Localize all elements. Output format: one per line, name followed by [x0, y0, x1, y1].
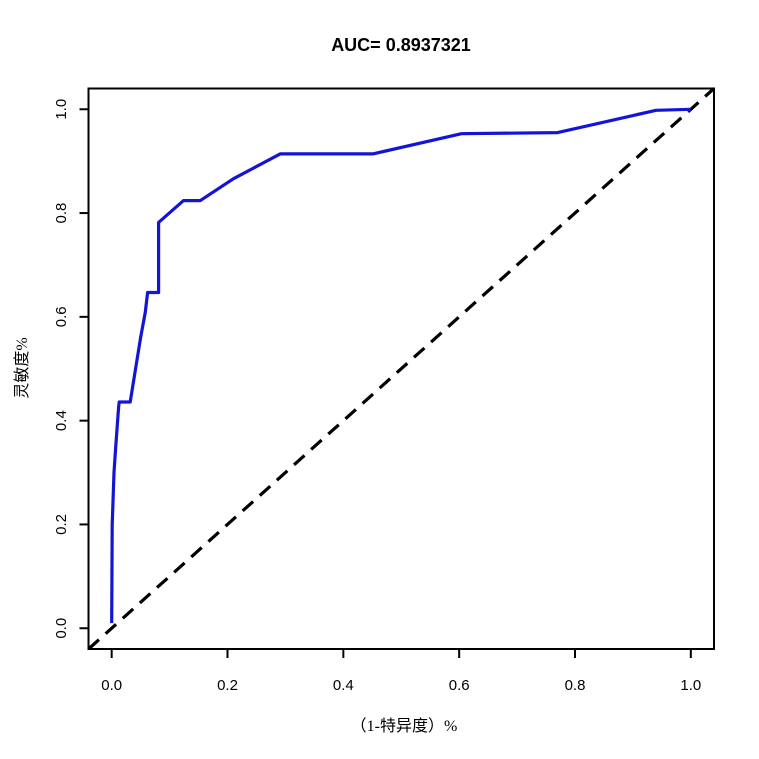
reference-diagonal-line — [87, 87, 716, 651]
x-tick-label: 1.0 — [680, 677, 701, 694]
x-tick-label: 0.0 — [101, 677, 122, 694]
chart-title: AUC= 0.8937321 — [331, 35, 471, 55]
y-tick-label: 0.8 — [53, 203, 70, 224]
x-tick-label: 0.4 — [333, 677, 354, 694]
y-tick-label: 1.0 — [53, 99, 70, 120]
x-tick-label: 0.6 — [449, 677, 470, 694]
plot-area: 0.0 0.2 0.4 0.6 0.8 1.0 0.0 0.2 0.4 0.6 0.8 1.0 — [53, 87, 716, 694]
y-axis-title: 灵敏度% — [13, 337, 31, 398]
x-axis-title: （1-特异度）% — [351, 717, 458, 735]
x-tick-label: 0.2 — [217, 677, 238, 694]
roc-curve-line — [110, 107, 691, 624]
y-tick-label: 0.0 — [53, 618, 70, 639]
y-tick-label: 0.4 — [53, 410, 70, 431]
y-tick-label: 0.2 — [53, 514, 70, 535]
plot-box — [87, 87, 715, 650]
y-tick-label: 0.6 — [53, 306, 70, 327]
x-tick-label: 0.8 — [565, 677, 586, 694]
